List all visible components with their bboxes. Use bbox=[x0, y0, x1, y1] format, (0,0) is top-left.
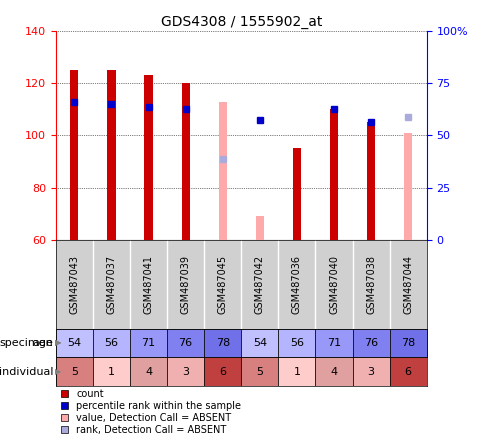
Text: age: age bbox=[32, 338, 53, 348]
Bar bbox=[56, 329, 241, 357]
Bar bbox=[204, 329, 241, 357]
Text: ▶: ▶ bbox=[55, 338, 61, 348]
Text: GSM487037: GSM487037 bbox=[106, 254, 116, 314]
Text: 1: 1 bbox=[293, 367, 300, 377]
Text: 76: 76 bbox=[363, 338, 378, 348]
Text: GSM487036: GSM487036 bbox=[291, 255, 302, 313]
Text: 1st biopsy: 1st biopsy bbox=[120, 338, 177, 348]
Title: GDS4308 / 1555902_at: GDS4308 / 1555902_at bbox=[160, 15, 321, 29]
Text: 2nd biopsy: 2nd biopsy bbox=[303, 338, 364, 348]
Bar bbox=[56, 357, 93, 386]
Bar bbox=[352, 329, 389, 357]
Text: 5: 5 bbox=[71, 367, 77, 377]
Bar bbox=[130, 357, 166, 386]
Text: GSM487042: GSM487042 bbox=[254, 254, 264, 314]
Bar bbox=[292, 148, 301, 240]
Bar bbox=[93, 329, 130, 357]
Bar bbox=[315, 329, 352, 357]
Bar bbox=[166, 357, 204, 386]
Text: 76: 76 bbox=[178, 338, 192, 348]
Bar bbox=[329, 109, 337, 240]
Bar bbox=[315, 357, 352, 386]
Text: 5: 5 bbox=[256, 367, 263, 377]
Text: 56: 56 bbox=[104, 338, 118, 348]
Text: GSM487039: GSM487039 bbox=[180, 255, 190, 313]
Bar bbox=[241, 357, 278, 386]
Bar bbox=[241, 329, 426, 357]
Bar bbox=[144, 75, 152, 240]
Text: specimen: specimen bbox=[0, 338, 53, 348]
Bar bbox=[218, 102, 227, 240]
Bar bbox=[56, 329, 93, 357]
Text: GSM487045: GSM487045 bbox=[217, 254, 227, 314]
Bar bbox=[204, 357, 241, 386]
Bar bbox=[255, 216, 263, 240]
Text: 54: 54 bbox=[252, 338, 266, 348]
Text: 54: 54 bbox=[67, 338, 81, 348]
Bar bbox=[241, 329, 278, 357]
Text: 4: 4 bbox=[330, 367, 337, 377]
Text: 78: 78 bbox=[400, 338, 414, 348]
Bar bbox=[352, 357, 389, 386]
Text: 6: 6 bbox=[404, 367, 411, 377]
Text: 71: 71 bbox=[326, 338, 340, 348]
Text: GSM487043: GSM487043 bbox=[69, 255, 79, 313]
Bar bbox=[366, 123, 375, 240]
Text: 4: 4 bbox=[145, 367, 152, 377]
Bar bbox=[389, 357, 426, 386]
Bar bbox=[93, 357, 130, 386]
Text: 6: 6 bbox=[219, 367, 226, 377]
Bar bbox=[278, 329, 315, 357]
Bar bbox=[181, 83, 189, 240]
Text: GSM487044: GSM487044 bbox=[402, 255, 412, 313]
Text: 3: 3 bbox=[367, 367, 374, 377]
Text: 78: 78 bbox=[215, 338, 229, 348]
Text: 3: 3 bbox=[182, 367, 189, 377]
Text: GSM487038: GSM487038 bbox=[365, 255, 376, 313]
Bar bbox=[166, 329, 204, 357]
Bar bbox=[389, 329, 426, 357]
Bar bbox=[70, 70, 78, 240]
Text: 1: 1 bbox=[108, 367, 115, 377]
Text: individual: individual bbox=[0, 367, 53, 377]
Text: 71: 71 bbox=[141, 338, 155, 348]
Text: GSM487040: GSM487040 bbox=[328, 255, 338, 313]
Text: 56: 56 bbox=[289, 338, 303, 348]
Bar bbox=[403, 133, 411, 240]
Bar bbox=[107, 70, 115, 240]
Bar bbox=[278, 357, 315, 386]
Text: ▶: ▶ bbox=[55, 338, 61, 348]
Text: ▶: ▶ bbox=[55, 367, 61, 377]
Text: GSM487041: GSM487041 bbox=[143, 255, 153, 313]
Legend: count, percentile rank within the sample, value, Detection Call = ABSENT, rank, : count, percentile rank within the sample… bbox=[60, 389, 241, 435]
Bar bbox=[130, 329, 166, 357]
